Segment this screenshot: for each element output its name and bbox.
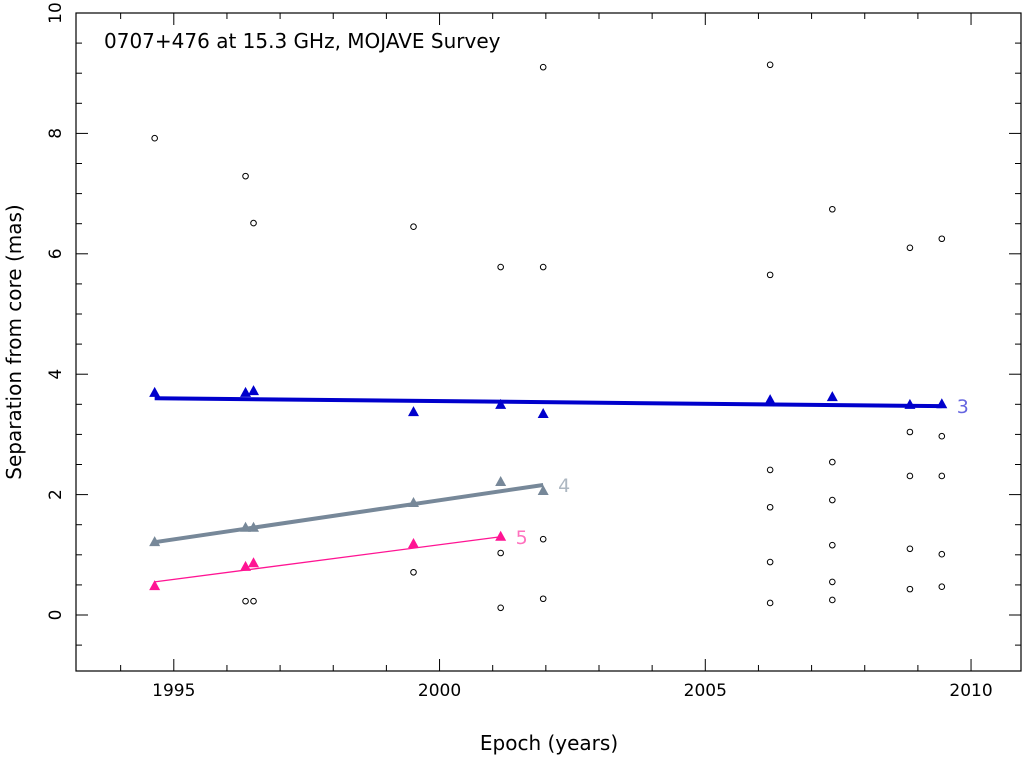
data-point-component-4 (248, 521, 260, 532)
y-axis-label: Separation from core (mas) (2, 204, 26, 479)
data-point-component-4 (408, 497, 419, 508)
data-point-unassigned (938, 550, 946, 558)
data-point-component-3 (240, 386, 252, 397)
data-point-unassigned (906, 428, 914, 436)
data-point-component-3 (936, 398, 948, 409)
data-point-component-3 (826, 391, 838, 402)
data-point-unassigned (539, 535, 547, 543)
data-point-component-3 (904, 398, 916, 409)
data-point-component-4 (495, 475, 507, 486)
axes: 1995 2000 2005 2010 0 2 4 6 8 10 (46, 2, 1021, 701)
y-tick-label: 6 (46, 248, 66, 259)
data-point-unassigned (539, 595, 547, 603)
data-point-component-5 (408, 537, 419, 548)
data-point-component-3 (248, 385, 260, 396)
data-point-component-5 (240, 560, 252, 571)
data-point-unassigned (829, 496, 836, 504)
component-label-4: 4 (558, 475, 570, 497)
data-point-unassigned (766, 271, 774, 279)
data-point-unassigned (497, 263, 504, 271)
data-point-component-3 (495, 398, 507, 409)
data-point-unassigned (829, 541, 836, 549)
x-tick-label: 1995 (152, 681, 195, 701)
data-point-unassigned (906, 244, 914, 252)
data-point-component-3 (149, 386, 161, 397)
data-point-unassigned (497, 549, 504, 557)
fit-line-3 (154, 396, 942, 409)
component-label-5: 5 (516, 527, 528, 549)
data-point-unassigned (766, 599, 774, 607)
data-point-unassigned (829, 596, 836, 604)
data-point-unassigned (906, 472, 914, 480)
fit-line-5 (154, 536, 501, 583)
data-point-component-4 (537, 484, 549, 495)
fit-line-4 (154, 482, 544, 545)
data-point-unassigned (539, 63, 547, 71)
data-point-unassigned (938, 432, 946, 440)
data-point-component-4 (240, 521, 252, 532)
data-point-component-4 (149, 536, 161, 547)
data-point-unassigned (938, 583, 946, 591)
marks: 3 4 5 (149, 61, 969, 612)
data-point-unassigned (938, 235, 946, 243)
x-tick-label: 2005 (684, 681, 727, 701)
data-point-unassigned (766, 466, 774, 474)
data-point-unassigned (497, 604, 504, 612)
data-point-unassigned (242, 597, 249, 605)
data-point-component-5 (149, 580, 161, 591)
data-point-unassigned (906, 545, 914, 553)
data-point-unassigned (766, 61, 774, 69)
y-tick-label: 10 (46, 2, 66, 24)
data-point-unassigned (410, 568, 417, 576)
plot-frame (75, 12, 1022, 672)
data-point-component-3 (764, 394, 776, 405)
data-point-component-5 (495, 530, 507, 541)
data-point-unassigned (829, 458, 836, 466)
data-point-unassigned (250, 219, 257, 227)
data-point-component-3 (537, 407, 549, 418)
y-tick-label: 4 (46, 369, 66, 380)
data-point-component-3 (408, 406, 419, 417)
component-label-3: 3 (957, 396, 969, 418)
data-point-unassigned (410, 223, 417, 231)
y-tick-label: 8 (46, 128, 66, 139)
x-axis-label: Epoch (years) (480, 731, 618, 755)
data-point-unassigned (242, 172, 249, 180)
data-point-unassigned (829, 578, 836, 586)
chart-title: 0707+476 at 15.3 GHz, MOJAVE Survey (104, 29, 501, 53)
data-point-unassigned (829, 205, 836, 213)
data-point-unassigned (151, 134, 158, 142)
data-point-unassigned (906, 585, 914, 593)
y-tick-label: 0 (46, 610, 66, 621)
x-tick-label: 2010 (949, 681, 992, 701)
data-point-unassigned (766, 558, 774, 566)
data-point-unassigned (539, 263, 547, 271)
data-point-unassigned (250, 597, 257, 605)
y-tick-label: 2 (46, 489, 66, 500)
data-point-unassigned (938, 472, 946, 480)
x-tick-label: 2000 (418, 681, 461, 701)
data-point-component-5 (248, 557, 260, 568)
data-point-unassigned (766, 503, 774, 511)
